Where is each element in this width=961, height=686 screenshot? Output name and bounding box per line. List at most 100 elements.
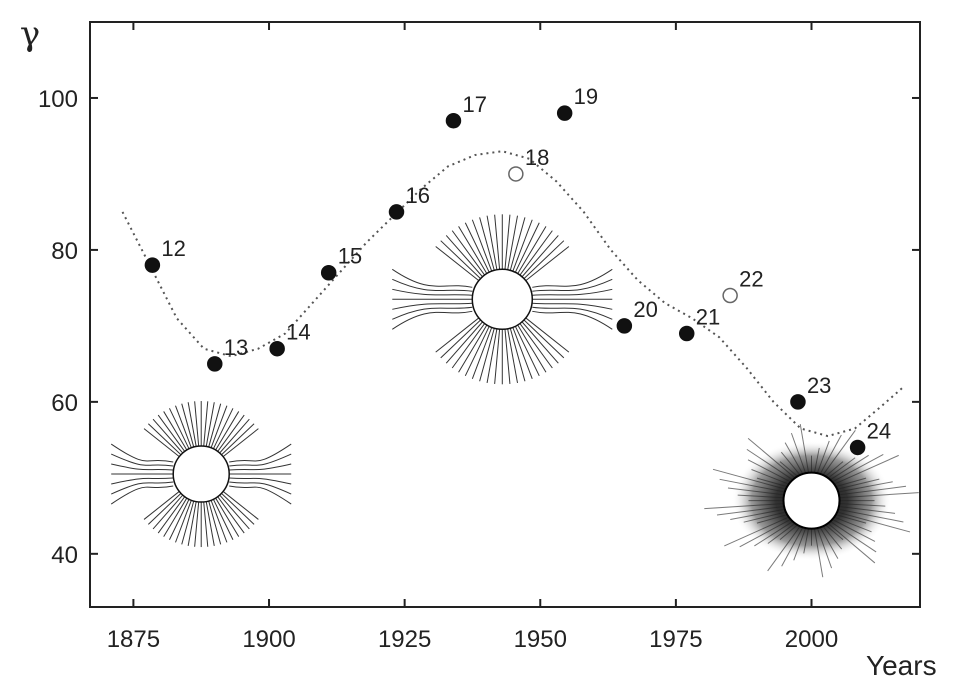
polar-ray — [215, 497, 240, 537]
corona-ray — [833, 454, 899, 485]
polar-ray — [523, 319, 565, 359]
polar-ray — [486, 215, 498, 270]
polar-ray — [494, 329, 501, 385]
polar-ray — [521, 235, 559, 278]
polar-ray — [147, 492, 182, 525]
polar-ray — [440, 240, 481, 279]
polar-ray — [514, 222, 540, 273]
corona-ray — [835, 514, 867, 524]
corona-ray — [836, 478, 880, 490]
data-point — [790, 394, 806, 410]
point-label: 22 — [739, 267, 763, 292]
corona-ray — [827, 457, 856, 479]
y-axis-title: γ — [20, 14, 40, 54]
corona-ray — [825, 524, 844, 540]
polar-ray — [440, 319, 481, 359]
polar-ray — [523, 240, 565, 279]
streamer — [229, 463, 292, 471]
polar-ray — [464, 222, 490, 273]
streamer — [111, 481, 174, 495]
streamer — [392, 310, 473, 330]
polar-ray — [222, 428, 259, 458]
corona-ray — [779, 524, 798, 540]
corona-ray — [816, 527, 833, 569]
polar-ray — [157, 496, 186, 534]
polar-ray — [507, 215, 518, 270]
data-point — [616, 318, 633, 334]
polar-ray — [208, 500, 222, 545]
data-point — [849, 439, 866, 456]
polar-ray — [147, 423, 182, 456]
corona-ray — [816, 440, 830, 474]
polar-ray — [194, 401, 200, 447]
streamer — [111, 463, 174, 471]
x-axis-title: Years — [866, 650, 937, 681]
corona-ray — [730, 508, 785, 520]
corona-ray — [784, 442, 804, 475]
corona-ray — [838, 508, 904, 523]
polar-ray — [221, 423, 255, 456]
streamer — [532, 302, 613, 310]
streamer — [392, 302, 473, 310]
corona-ray — [716, 505, 785, 516]
corona-ray — [793, 527, 807, 561]
streamer — [110, 485, 174, 505]
polar-ray — [152, 418, 184, 454]
corona-ray — [727, 487, 785, 496]
polar-ray — [163, 497, 188, 537]
data-point — [445, 113, 462, 129]
polar-ray — [519, 230, 553, 276]
corona-ray — [799, 423, 810, 473]
corona-sketch-left — [110, 401, 292, 548]
polar-ray — [504, 214, 511, 270]
polar-ray — [143, 491, 180, 520]
polar-ray — [217, 496, 245, 534]
polar-ray — [169, 408, 190, 450]
data-point — [388, 204, 405, 220]
polar-ray — [435, 317, 480, 353]
polar-ray — [471, 327, 493, 380]
polar-ray — [175, 500, 192, 543]
streamer — [229, 453, 292, 467]
polar-ray — [210, 405, 228, 449]
point-label: 12 — [161, 236, 185, 261]
point-label: 21 — [696, 304, 720, 329]
corona-ray — [819, 527, 839, 559]
point-label: 24 — [867, 418, 891, 443]
streamer — [532, 268, 613, 288]
corona-ray — [829, 454, 869, 481]
y-tick-label: 40 — [51, 542, 78, 569]
streamer — [229, 485, 292, 505]
corona-ray — [739, 518, 791, 548]
corona-ray — [838, 505, 896, 514]
sun-disk — [471, 268, 534, 331]
polar-ray — [203, 401, 209, 447]
polar-ray — [219, 418, 250, 454]
polar-ray — [210, 500, 228, 543]
corona-ray — [813, 528, 824, 578]
polar-ray — [215, 411, 240, 451]
streamer — [392, 306, 473, 320]
x-tick-label: 1875 — [107, 626, 160, 653]
sun-disk — [172, 445, 230, 503]
data-point — [508, 166, 524, 182]
corona-ray — [756, 477, 788, 488]
corona-ray — [839, 492, 919, 499]
corona-ray — [754, 521, 794, 547]
polar-ray — [451, 230, 486, 276]
streamer — [111, 453, 174, 467]
polar-ray — [163, 411, 188, 451]
corona-ray — [712, 468, 787, 490]
streamer — [532, 306, 613, 320]
polar-ray — [175, 405, 192, 449]
trend-line — [121, 150, 905, 438]
polar-ray — [212, 408, 234, 450]
corona-ray — [819, 434, 842, 475]
polar-ray — [507, 328, 518, 384]
polar-ray — [222, 491, 259, 520]
polar-ray — [187, 402, 197, 447]
polar-ray — [514, 326, 540, 377]
polar-ray — [205, 501, 215, 546]
corona-ray — [822, 525, 843, 550]
